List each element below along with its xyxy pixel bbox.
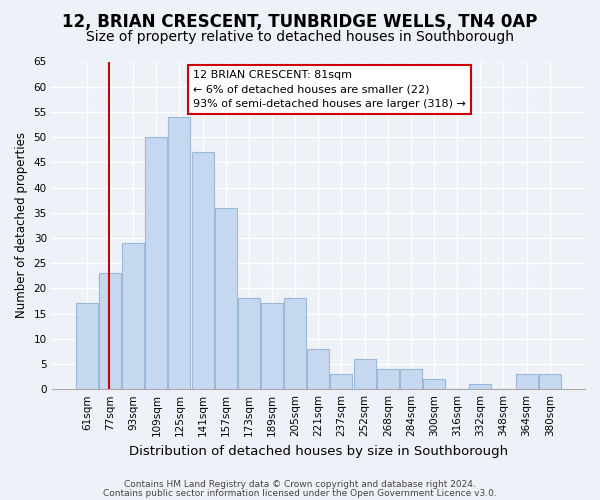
Bar — [400, 369, 422, 389]
Text: Contains public sector information licensed under the Open Government Licence v3: Contains public sector information licen… — [103, 488, 497, 498]
Bar — [377, 369, 399, 389]
Bar — [307, 349, 329, 389]
Bar — [145, 137, 167, 389]
Bar — [515, 374, 538, 389]
Bar — [539, 374, 561, 389]
Bar — [353, 359, 376, 389]
Text: Contains HM Land Registry data © Crown copyright and database right 2024.: Contains HM Land Registry data © Crown c… — [124, 480, 476, 489]
Bar — [169, 117, 190, 389]
Text: Size of property relative to detached houses in Southborough: Size of property relative to detached ho… — [86, 30, 514, 44]
Bar — [99, 273, 121, 389]
Text: 12, BRIAN CRESCENT, TUNBRIDGE WELLS, TN4 0AP: 12, BRIAN CRESCENT, TUNBRIDGE WELLS, TN4… — [62, 12, 538, 30]
Bar — [331, 374, 352, 389]
Bar — [191, 152, 214, 389]
Bar — [76, 304, 98, 389]
Bar — [215, 208, 237, 389]
Bar — [238, 298, 260, 389]
Bar — [122, 243, 144, 389]
Bar — [284, 298, 306, 389]
Y-axis label: Number of detached properties: Number of detached properties — [15, 132, 28, 318]
X-axis label: Distribution of detached houses by size in Southborough: Distribution of detached houses by size … — [129, 444, 508, 458]
Bar — [469, 384, 491, 389]
Bar — [261, 304, 283, 389]
Bar — [423, 379, 445, 389]
Text: 12 BRIAN CRESCENT: 81sqm
← 6% of detached houses are smaller (22)
93% of semi-de: 12 BRIAN CRESCENT: 81sqm ← 6% of detache… — [193, 70, 466, 110]
